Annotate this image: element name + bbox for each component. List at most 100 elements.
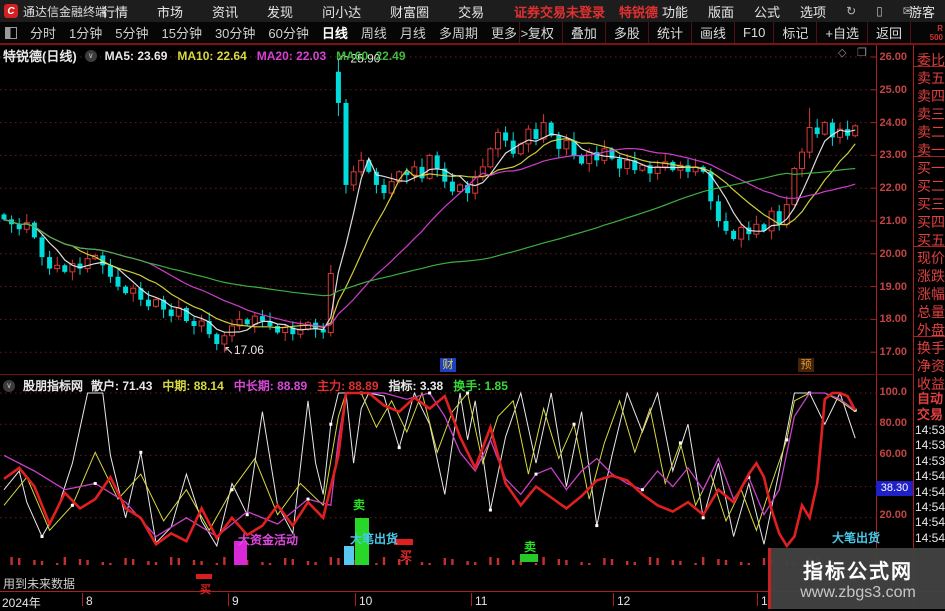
menu-item-4[interactable]: 问小达 <box>322 4 362 20</box>
news-badge-0[interactable]: 财 <box>440 358 456 372</box>
toolbar-button-5[interactable]: F10 <box>733 22 773 43</box>
period-tab-8[interactable]: 月线 <box>399 26 426 41</box>
period-tab-0[interactable]: 分时 <box>30 26 57 41</box>
menu-item-1[interactable]: 市场 <box>157 4 184 20</box>
toolbar-button-1[interactable]: 叠加 <box>561 22 605 43</box>
menu-item-0[interactable]: 行情 <box>102 4 129 20</box>
tick-time-7: 14:54 <box>915 530 945 545</box>
quote-label-15[interactable]: 外盘 <box>917 322 945 338</box>
refresh-icon[interactable]: ↻ <box>846 4 857 18</box>
quote-label-0[interactable]: 委比 <box>917 52 945 68</box>
quote-label-12[interactable]: 涨跌 <box>917 268 945 284</box>
sidebar-separator <box>914 336 945 337</box>
period-tab-5[interactable]: 60分钟 <box>268 26 309 41</box>
month-label-1: 8 <box>86 594 93 608</box>
candlestick-chart[interactable]: 25.90 ↖17.06 <box>0 45 877 375</box>
quote-label-11[interactable]: 现价 <box>917 250 945 266</box>
indicator-value-0: 散户: 71.43 <box>91 379 153 393</box>
toolbar-button-2[interactable]: 多股 <box>604 22 648 43</box>
oscillator-chart[interactable] <box>0 375 877 570</box>
collapse-chevron-icon[interactable]: ∨ <box>3 379 15 392</box>
signal-dash <box>196 574 212 579</box>
menu-item-5[interactable]: 财富圈 <box>390 4 430 20</box>
future-data-note: 用到未来数据 <box>3 577 76 591</box>
quote-label-17[interactable]: 净资 <box>917 358 945 374</box>
quote-label-13[interactable]: 涨幅 <box>917 286 945 302</box>
period-tab-10[interactable]: 更多 > <box>490 26 529 41</box>
indicator-signal-label-3: 买 <box>400 549 413 563</box>
quote-label-6[interactable]: 买一 <box>917 160 945 176</box>
quote-label-4[interactable]: 卖二 <box>917 124 945 140</box>
quote-label-2[interactable]: 卖四 <box>917 88 945 104</box>
toolbar-button-8[interactable]: 返回 <box>866 22 911 43</box>
toolbar-button-0[interactable]: 复权 <box>518 22 562 43</box>
period-tab-2[interactable]: 5分钟 <box>115 26 149 41</box>
indicator-signal-label-4: 卖 <box>524 540 537 554</box>
user-label[interactable]: 游客 <box>908 4 935 20</box>
auto-trade-label-0[interactable]: 自动 <box>917 391 944 406</box>
indicator-value-3: 主力: 88.89 <box>317 379 379 393</box>
time-axis-line <box>0 591 945 592</box>
pane-divider[interactable] <box>0 374 913 375</box>
period-tab-9[interactable]: 多周期 <box>438 26 478 41</box>
indicator-signal-label-2: 大笔出货 <box>350 532 399 546</box>
month-tick <box>613 593 614 606</box>
collapse-chevron-icon[interactable]: ∨ <box>84 49 97 62</box>
quote-label-16[interactable]: 换手 <box>917 340 945 356</box>
toolbar-button-6[interactable]: 标记 <box>773 22 816 43</box>
login-status[interactable]: 证券交易未登录 <box>514 4 606 20</box>
period-tab-1[interactable]: 1分钟 <box>69 26 103 41</box>
price-tick-4: 22.00 <box>879 182 907 195</box>
price-tick-7: 19.00 <box>879 280 907 293</box>
auto-trade-label-1[interactable]: 交易 <box>917 407 944 422</box>
menu-item-right-1[interactable]: 版面 <box>708 4 735 20</box>
menu-item-right-0[interactable]: 功能 <box>662 4 689 20</box>
split-view-icon[interactable] <box>5 26 17 39</box>
quote-label-3[interactable]: 卖三 <box>917 106 945 122</box>
tick-time-2: 14:53 <box>915 453 945 468</box>
quote-label-1[interactable]: 卖五 <box>917 70 945 86</box>
indicator-legend: 散户: 71.43 中期: 88.14 中长期: 88.89 主力: 88.89 指标:… <box>91 377 508 394</box>
quote-label-10[interactable]: 买五 <box>917 232 945 248</box>
sidebar-separator <box>914 66 945 67</box>
menu-item-2[interactable]: 资讯 <box>212 4 239 20</box>
indicator-tick-3: 20.00 <box>879 509 907 521</box>
indicator-value-1: 中期: 88.14 <box>162 379 224 393</box>
mobile-icon[interactable]: ▯ <box>876 4 883 18</box>
period-tab-7[interactable]: 周线 <box>360 26 387 41</box>
month-label-6: 1 <box>761 594 768 608</box>
toolbar-button-7[interactable]: +自选 <box>816 22 867 43</box>
diamond-icon[interactable]: ◇ <box>838 47 847 59</box>
indicator-value-2: 中长期: 88.89 <box>233 379 308 393</box>
indicator-signal-dash-1 <box>520 554 538 562</box>
quote-label-5[interactable]: 卖一 <box>917 142 945 158</box>
period-tab-6[interactable]: 日线 <box>321 26 348 41</box>
menu-item-6[interactable]: 交易 <box>458 4 485 20</box>
quote-label-18[interactable]: 收益 <box>917 376 945 392</box>
quote-label-14[interactable]: 总量 <box>917 304 945 320</box>
sidebar-separator <box>914 246 945 247</box>
menu-item-right-2[interactable]: 公式 <box>754 4 781 20</box>
ma-legend: MA5: 23.69 MA10: 22.64 MA20: 22.03 MA60: 22… <box>105 49 406 63</box>
menu-item-right-3[interactable]: 选项 <box>800 4 827 20</box>
current-stock-name: 特锐德 <box>619 4 659 20</box>
ma-label-1: MA10: 22.64 <box>177 48 247 63</box>
tick-time-4: 14:54 <box>915 484 945 499</box>
mail-icon[interactable]: ✉ <box>902 4 913 18</box>
menu-item-3[interactable]: 发现 <box>267 4 294 20</box>
period-tab-3[interactable]: 15分钟 <box>161 26 202 41</box>
indicator-signal-label-1: 卖 <box>353 498 366 512</box>
quote-label-9[interactable]: 买四 <box>917 214 945 230</box>
indicator-tick-1: 80.00 <box>879 417 907 429</box>
news-badge-1[interactable]: 预 <box>798 358 814 372</box>
indicator-tick-2: 60.00 <box>879 448 907 460</box>
month-label-2: 9 <box>232 594 239 608</box>
period-tab-4[interactable]: 30分钟 <box>214 26 256 41</box>
toolbar-button-3[interactable]: 统计 <box>647 22 691 43</box>
indicator-signal-label-5: 大笔出货 <box>832 531 881 545</box>
toolbar-button-4[interactable]: 画线 <box>690 22 734 43</box>
indicator-tick-0: 100.0 <box>879 386 907 398</box>
quote-label-7[interactable]: 买二 <box>917 178 945 194</box>
quote-label-8[interactable]: 买三 <box>917 196 945 212</box>
window-icon[interactable]: ❐ <box>857 47 867 59</box>
